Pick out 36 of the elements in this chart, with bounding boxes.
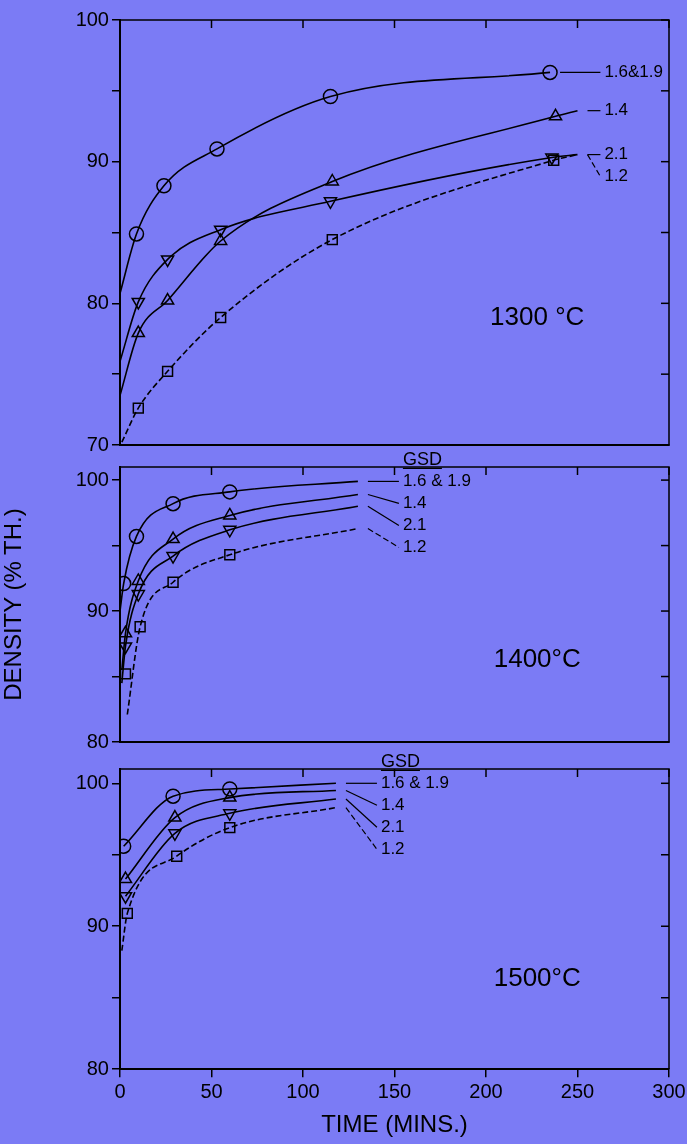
legend-label: 2.1 [402, 515, 427, 535]
y-tick-label: 80 [86, 290, 109, 313]
legend-label: 1.6&1.9 [604, 62, 664, 82]
y-tick-label: 80 [86, 1056, 109, 1079]
legend-label: 1.2 [402, 537, 427, 557]
y-tick-label: 100 [75, 7, 109, 30]
text: 2.1 [380, 816, 405, 836]
legend-label: 1.6 & 1.9 [402, 471, 471, 491]
annotation: 1400°C [493, 642, 581, 673]
legend-title: GSD [402, 449, 442, 470]
x-tick-label: 150 [377, 1079, 412, 1102]
legend-label: 1.6 & 1.9 [380, 772, 449, 792]
y-axis-title: DENSITY (% TH.) [0, 508, 27, 701]
y-tick-label: 80 [86, 729, 109, 752]
legend-label: 1.4 [402, 493, 427, 513]
x-tick-label: 300 [652, 1079, 686, 1102]
legend-label: 1.4 [380, 794, 405, 814]
legend-label: 1.4 [604, 100, 629, 120]
series-label: 1.2 [604, 166, 629, 186]
legend-title: GSD [380, 751, 420, 772]
text: 1.2 [380, 838, 405, 858]
x-tick-label: 250 [560, 1079, 595, 1102]
y-tick-label: 90 [86, 598, 109, 621]
y-tick-label: 90 [86, 149, 109, 172]
annotation: 1500°C [493, 962, 581, 993]
y-tick-label: 100 [75, 770, 109, 793]
x-tick-label: 100 [286, 1079, 320, 1102]
annotation: 1300 °C [490, 300, 585, 331]
x-tick-label: 0 [114, 1079, 126, 1102]
y-tick-label: 90 [86, 913, 109, 936]
y-tick-label: 70 [86, 432, 109, 455]
x-tick-label: 50 [200, 1079, 223, 1102]
x-tick-label: 200 [469, 1079, 503, 1102]
x-axis-title: TIME (MINS.) [321, 1110, 468, 1138]
y-tick-label: 100 [75, 467, 109, 490]
legend-label: 2.1 [604, 144, 629, 164]
